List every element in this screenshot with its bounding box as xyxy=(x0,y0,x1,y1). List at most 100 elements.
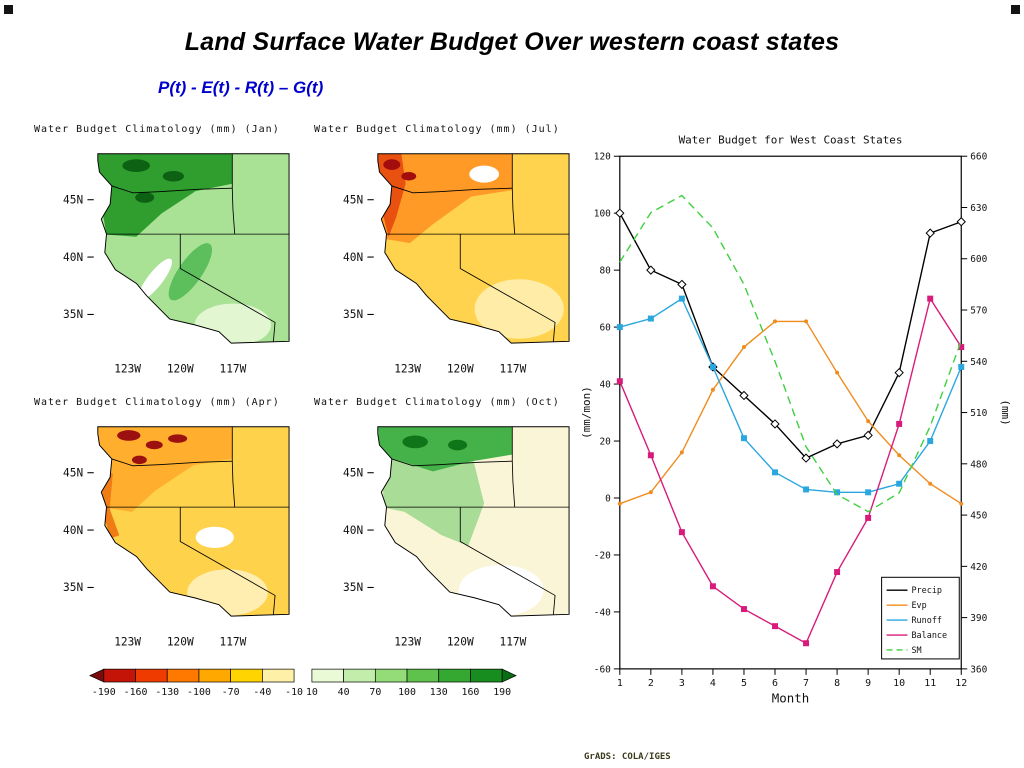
x-tick-label: 7 xyxy=(803,678,809,689)
lon-label: 117W xyxy=(500,363,527,376)
series-precip xyxy=(615,208,966,463)
coastline xyxy=(377,153,570,344)
lat-label: 45N xyxy=(63,466,83,479)
legend-label: Precip xyxy=(911,585,942,595)
water-budget-chart: Water Budget for West Coast States -60 -40… xyxy=(580,133,1012,706)
y-left-tick-label: -20 xyxy=(594,550,611,561)
lat-label: 40N xyxy=(63,251,83,264)
map-panel-jan: Water Budget Climatology (mm) (Jan) 45N 4… xyxy=(34,124,310,379)
chart-axes: -60 -40 -20 0 20 40 60 80 100 120 360 390 420 450 480 5… xyxy=(594,152,988,689)
state-border xyxy=(111,458,233,467)
y-right-tick-label: 630 xyxy=(970,203,987,214)
lat-label: 35N xyxy=(63,308,83,321)
map-apr: 45N 40N 35N 123W 120W 117W xyxy=(63,426,290,649)
x-tick-label: 3 xyxy=(679,678,685,689)
map-shading xyxy=(97,426,268,616)
legend-label: Evp xyxy=(911,600,926,610)
water-budget-equation: P(t) - E(t) - R(t) – G(t) xyxy=(158,78,324,97)
corner-mark-right xyxy=(1011,5,1020,14)
series-evp xyxy=(617,319,964,506)
colorbar-scale: -190 -160 -130 -100 -70 -40 -10 10 40 70 100 130 160… xyxy=(89,668,517,698)
state-border xyxy=(459,234,556,342)
y-right-tick-label: 600 xyxy=(970,254,987,265)
lat-label: 45N xyxy=(63,193,83,206)
y-right-tick-label: 420 xyxy=(970,562,987,573)
y-left-tick-label: 0 xyxy=(605,493,611,504)
series-sm xyxy=(619,194,962,513)
lon-label: 120W xyxy=(447,363,474,376)
state-border xyxy=(391,458,513,467)
map-title-jan: Water Budget Climatology (mm) (Jan) xyxy=(34,124,280,135)
map-oct: 45N 40N 35N 123W 120W 117W xyxy=(343,426,570,649)
y-right-tick-label: 570 xyxy=(970,306,987,317)
lat-label: 35N xyxy=(63,581,83,594)
state-border xyxy=(231,426,236,508)
colorbar-label: -160 xyxy=(124,687,148,698)
colorbar-label: 190 xyxy=(493,687,511,698)
state-border xyxy=(179,507,276,615)
state-border xyxy=(231,153,236,235)
lon-label: 117W xyxy=(500,636,527,649)
lon-label: 123W xyxy=(114,363,141,376)
y-right-axis-label: (mm) xyxy=(999,399,1012,425)
x-tick-label: 4 xyxy=(710,678,716,689)
state-border xyxy=(179,234,276,342)
lat-label: 35N xyxy=(343,308,363,321)
map-panel-apr: Water Budget Climatology (mm) (Apr) 45N 4… xyxy=(34,397,310,652)
state-border xyxy=(511,426,516,508)
y-right-tick-label: 480 xyxy=(970,459,987,470)
x-tick-label: 12 xyxy=(955,678,967,689)
x-tick-label: 1 xyxy=(617,678,623,689)
colorbar-label: 160 xyxy=(462,687,480,698)
map-title-oct: Water Budget Climatology (mm) (Oct) xyxy=(314,397,560,408)
lon-label: 120W xyxy=(167,636,194,649)
map-jul: 45N 40N 35N 123W 120W 117W xyxy=(343,153,570,376)
lat-label: 40N xyxy=(343,524,363,537)
colorbar-label: -130 xyxy=(155,687,179,698)
colorbar-label: -190 xyxy=(92,687,116,698)
map-title-jul: Water Budget Climatology (mm) (Jul) xyxy=(314,124,560,135)
lat-label: 40N xyxy=(63,524,83,537)
x-tick-label: 6 xyxy=(772,678,778,689)
colorbar-label: 40 xyxy=(338,687,350,698)
lat-label: 45N xyxy=(343,466,363,479)
y-left-tick-label: 60 xyxy=(599,323,611,334)
lon-label: 120W xyxy=(447,636,474,649)
lon-label: 117W xyxy=(220,363,247,376)
lat-label: 45N xyxy=(343,193,363,206)
x-axis-label: Month xyxy=(772,691,809,706)
map-shading xyxy=(377,426,544,616)
state-border xyxy=(391,185,513,194)
y-left-tick-label: 40 xyxy=(599,380,611,391)
lon-label: 120W xyxy=(167,363,194,376)
map-panel-oct: Water Budget Climatology (mm) (Oct) 45N 4… xyxy=(314,397,590,652)
colorbar-label: 100 xyxy=(398,687,416,698)
x-tick-label: 5 xyxy=(741,678,747,689)
y-left-tick-label: 80 xyxy=(599,266,611,277)
x-tick-label: 2 xyxy=(648,678,654,689)
colorbar-label: -100 xyxy=(187,687,211,698)
map-shading xyxy=(377,153,564,339)
chart-legend: Precip Evp Runoff Balance SM xyxy=(881,576,960,660)
y-right-tick-label: 660 xyxy=(970,152,987,163)
series-balance xyxy=(616,295,965,647)
lon-label: 123W xyxy=(394,363,421,376)
state-border xyxy=(111,185,233,194)
colorbar-label: 10 xyxy=(306,687,318,698)
colorbar-label: -70 xyxy=(222,687,240,698)
colorbar-label: -40 xyxy=(253,687,271,698)
colorbar-label: 130 xyxy=(430,687,448,698)
state-border xyxy=(459,507,556,615)
corner-mark-left xyxy=(4,5,13,14)
legend-label: SM xyxy=(911,645,921,655)
y-left-tick-label: 120 xyxy=(594,152,611,163)
map-panel-jul: Water Budget Climatology (mm) (Jul) 45N 4… xyxy=(314,124,590,379)
slide-title: Land Surface Water Budget Over western c… xyxy=(184,28,840,56)
y-left-tick-label: 100 xyxy=(594,209,611,220)
legend-label: Runoff xyxy=(911,615,942,625)
lat-label: 35N xyxy=(343,581,363,594)
y-left-tick-label: 20 xyxy=(599,437,611,448)
grads-credit: GrADS: COLA/IGES xyxy=(584,752,671,762)
state-border xyxy=(511,153,516,235)
lon-label: 123W xyxy=(394,636,421,649)
